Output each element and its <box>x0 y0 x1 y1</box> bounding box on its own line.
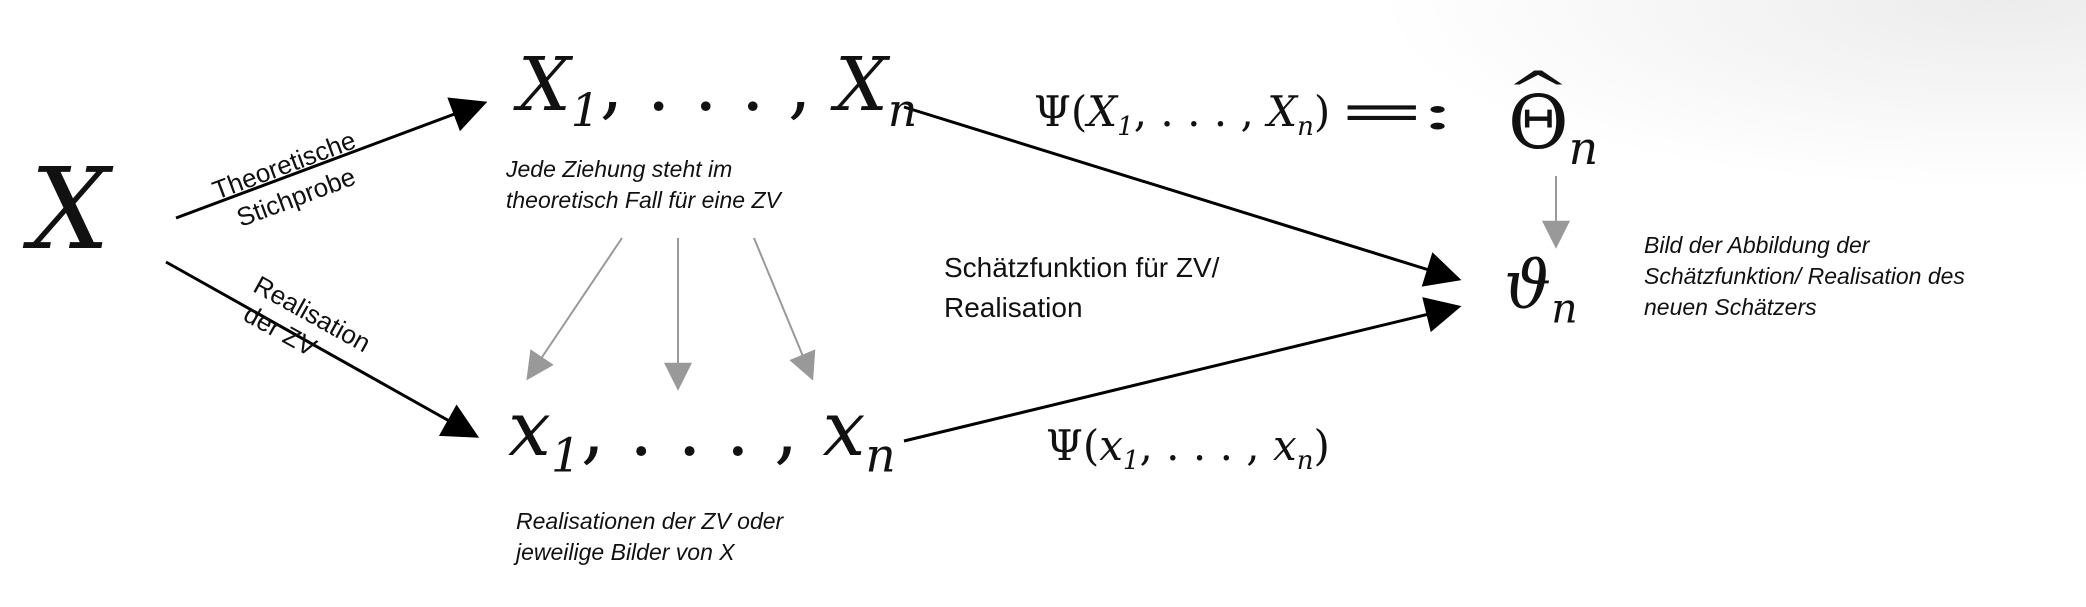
arrow-realisation <box>165 260 480 438</box>
psi-upper-close: ) <box>1313 87 1331 136</box>
theoretical-sample-first: X <box>518 42 571 128</box>
psi-lower-last-sub: n <box>1296 446 1314 477</box>
psi-upper-first: X <box>1087 87 1118 136</box>
random-variable-x: X <box>30 145 110 275</box>
psi-upper-sep: , . . . , <box>1133 87 1268 136</box>
definition-sign: =: <box>1336 82 1456 142</box>
psi-lower-close: ) <box>1313 421 1330 470</box>
note-image-line1: Bild der Abbildung der <box>1644 232 1870 258</box>
note-image: Bild der Abbildung der Schätzfunktion/ R… <box>1644 230 1965 323</box>
psi-lower-last: x <box>1273 421 1297 470</box>
estimator-theta-hat: Θn <box>1508 78 1598 193</box>
psi-lower-open: ( <box>1082 421 1100 470</box>
note-draws-line2: theoretisch Fall für eine ZV <box>506 187 781 213</box>
psi-lower-sep: , . . . , <box>1139 421 1273 470</box>
realized-sample-sep: , . . . , <box>580 384 823 473</box>
theoretical-sample-last: X <box>835 42 888 128</box>
note-realisations-line1: Realisationen der ZV oder <box>516 508 784 534</box>
theoretical-sample-first-sub: 1 <box>570 83 600 138</box>
note-realisations-line2: jeweilige Bilder von X <box>516 539 735 565</box>
psi-upper-last: X <box>1267 87 1298 136</box>
theoretical-sample-sep: , . . . , <box>599 42 836 128</box>
arrow-estimator-to-estimate <box>903 105 1462 287</box>
estimator-theta-symbol: Θ <box>1508 78 1569 168</box>
realized-sample-first-sub: 1 <box>550 428 581 484</box>
estimate-theta-sub: n <box>1551 284 1578 333</box>
note-image-line2: Schätzfunktion/ Realisation des <box>1644 263 1965 289</box>
realized-sample-first: x <box>508 384 551 473</box>
psi-upper-psi: Ψ <box>1034 87 1071 136</box>
note-draws-line1: Jede Ziehung steht im <box>506 156 733 182</box>
grey-arrow-right <box>753 237 816 381</box>
psi-upper: Ψ(X1, . . . , Xn) <box>1034 86 1330 153</box>
estimator-theta-sub: n <box>1568 121 1599 176</box>
note-draws: Jede Ziehung steht im theoretisch Fall f… <box>506 154 781 216</box>
psi-upper-last-sub: n <box>1297 112 1314 143</box>
arrow-theoretical-sample <box>175 97 488 220</box>
realized-sample-last-sub: n <box>865 428 896 484</box>
psi-lower-psi: Ψ <box>1046 421 1083 470</box>
estimate-theta-symbol: ϑ <box>1504 247 1552 324</box>
psi-upper-first-sub: 1 <box>1117 112 1134 143</box>
arrow-realisation-to-estimate <box>903 297 1462 443</box>
psi-lower-first-sub: 1 <box>1122 446 1140 477</box>
theoretical-sample: X1, . . . , Xn <box>518 40 917 155</box>
estimate-theta: ϑn <box>1504 246 1578 348</box>
realized-sample: x1, . . . , xn <box>508 384 896 501</box>
label-estimator-function: Schätzfunktion für ZV/ Realisation <box>944 248 1219 328</box>
label-estimator-function-line1: Schätzfunktion für ZV/ <box>944 252 1220 283</box>
psi-lower-first: x <box>1099 421 1123 470</box>
label-estimator-function-line2: Realisation <box>944 292 1083 323</box>
psi-upper-open: ( <box>1070 87 1088 136</box>
realized-sample-last: x <box>822 384 866 473</box>
theoretical-sample-last-sub: n <box>887 83 918 138</box>
note-realisations: Realisationen der ZV oder jeweilige Bild… <box>516 506 783 568</box>
note-image-line3: neuen Schätzers <box>1644 294 1817 320</box>
psi-lower: Ψ(x1, . . . , xn) <box>1046 420 1330 487</box>
grey-arrow-left <box>526 237 623 381</box>
